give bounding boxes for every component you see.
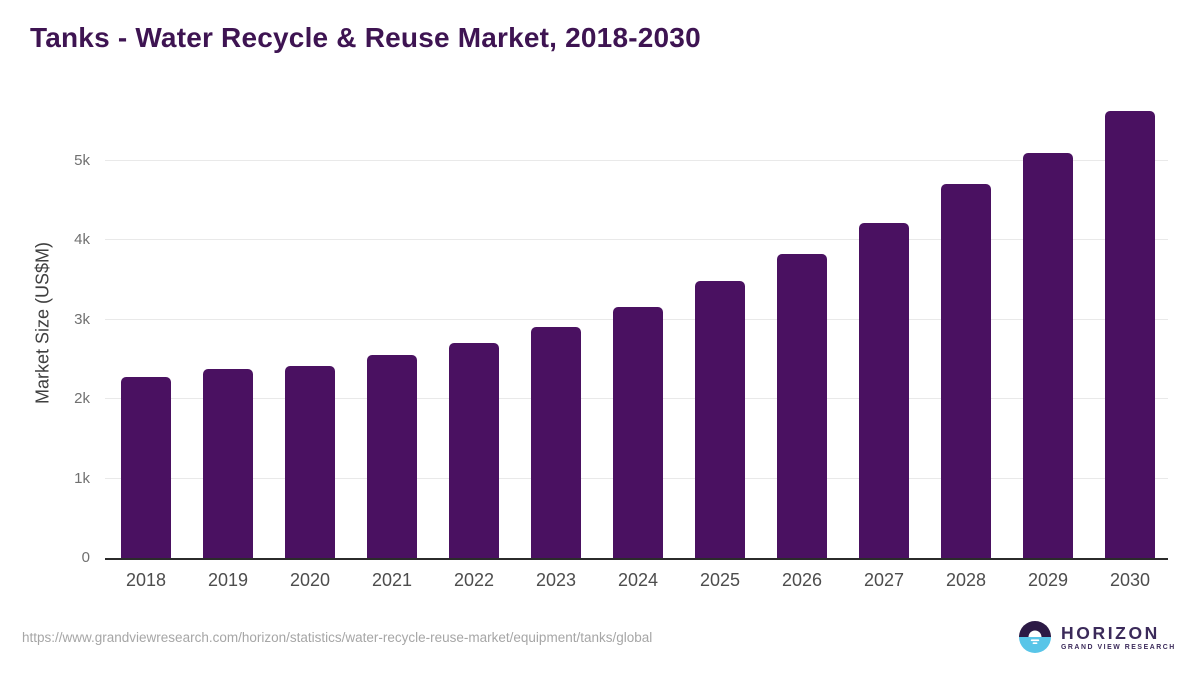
horizon-logo[interactable]: HORIZON GRAND VIEW RESEARCH — [1019, 621, 1176, 653]
x-tick-label-2018: 2018 — [125, 570, 167, 590]
gridline-5k — [105, 159, 1168, 161]
logo-subbrand: GRAND VIEW RESEARCH — [1061, 643, 1176, 651]
x-tick-label-2028: 2028 — [945, 570, 987, 590]
bar-2025[interactable] — [695, 280, 745, 558]
bar-2018[interactable] — [121, 376, 171, 558]
x-tick-label-2023: 2023 — [535, 570, 577, 590]
horizon-logo-icon — [1019, 621, 1051, 653]
y-tick-label-0: 0 — [81, 549, 90, 566]
bar-2021[interactable] — [367, 355, 417, 558]
bar-2030[interactable] — [1105, 111, 1155, 558]
bar-2024[interactable] — [613, 306, 663, 558]
source-url[interactable]: https://www.grandviewresearch.com/horizo… — [22, 630, 653, 645]
bar-2029[interactable] — [1023, 152, 1073, 558]
bar-2028[interactable] — [941, 184, 991, 558]
x-tick-label-2025: 2025 — [699, 570, 741, 590]
x-tick-label-2020: 2020 — [289, 570, 331, 590]
bar-2027[interactable] — [859, 222, 909, 558]
bar-2022[interactable] — [449, 342, 499, 558]
chart-title: Tanks - Water Recycle & Reuse Market, 20… — [30, 22, 701, 53]
x-tick-label-2030: 2030 — [1109, 570, 1151, 590]
x-tick-label-2019: 2019 — [207, 570, 249, 590]
gridline-4k — [105, 239, 1168, 240]
x-tick-label-2029: 2029 — [1027, 570, 1069, 590]
y-tick-label-1k: 1k — [74, 469, 90, 487]
x-tick-label-2027: 2027 — [863, 570, 905, 590]
bar-2023[interactable] — [531, 327, 581, 558]
x-tick-label-2026: 2026 — [781, 570, 823, 590]
logo-brand: HORIZON — [1061, 622, 1160, 643]
bar-2026[interactable] — [777, 253, 827, 558]
y-tick-label-4k: 4k — [74, 231, 90, 248]
plot-area: 0 1k 2k 3k 4k 5k 2018 2019 2020 2021 2022 2023 2024 2… — [74, 99, 1168, 590]
x-tick-label-2021: 2021 — [371, 570, 413, 590]
y-tick-label-5k: 5k — [74, 151, 90, 169]
y-tick-label-2k: 2k — [74, 390, 90, 407]
bar-2019[interactable] — [203, 368, 253, 558]
y-tick-label-3k: 3k — [74, 310, 90, 328]
x-tick-label-2024: 2024 — [617, 570, 659, 590]
x-tick-label-2022: 2022 — [453, 570, 495, 590]
bar-2020[interactable] — [285, 365, 335, 558]
